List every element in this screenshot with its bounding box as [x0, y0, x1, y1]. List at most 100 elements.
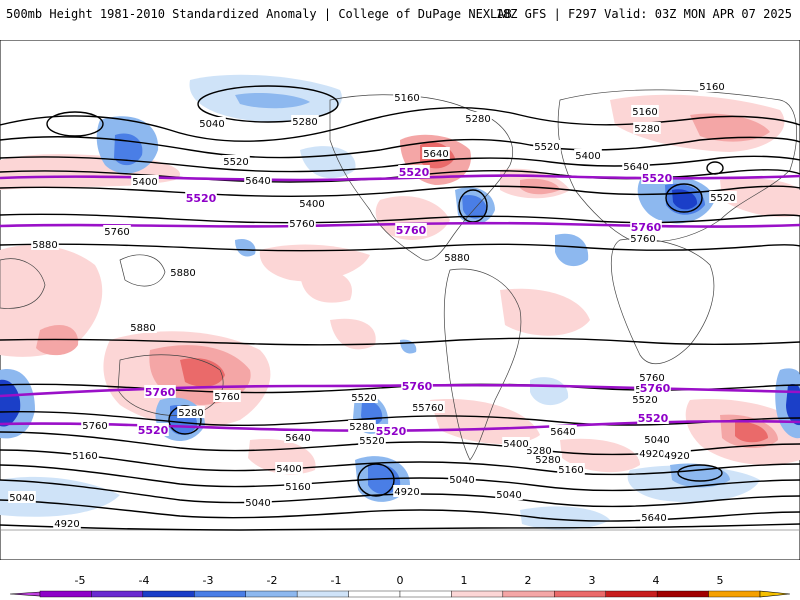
- contour-label: 5280: [465, 114, 490, 125]
- contour-label: 5760: [630, 234, 655, 245]
- reference-contour-label: 5520: [642, 172, 673, 185]
- closed-low-contour: [357, 463, 395, 497]
- contour-label: 5760: [104, 227, 129, 238]
- contour-label: 5640: [641, 513, 666, 524]
- colorbar-block: [91, 590, 144, 598]
- map-title: 500mb Height 1981-2010 Standardized Anom…: [6, 7, 512, 21]
- anomaly-positive-region: [330, 318, 376, 350]
- contour-label: 5520: [359, 436, 384, 447]
- anomaly-positive-region: [690, 113, 770, 142]
- colorbar-tick-label: 3: [589, 574, 596, 587]
- contour-label-bg: [129, 321, 157, 333]
- contour-label: 5280: [526, 446, 551, 457]
- continent-north-america: [329, 94, 513, 261]
- colorbar-ticks: -5 -4 -3 -2 -1 0 1 2 3 4 5: [75, 574, 724, 587]
- contour-label-bg: [622, 160, 650, 172]
- anomaly-negative-region: [235, 92, 310, 109]
- contour-label: 5760: [214, 392, 239, 403]
- colorbar-block: [554, 590, 606, 598]
- contour-label-bg: [177, 406, 205, 418]
- contour-label-bg: [663, 449, 691, 461]
- contour-label: 5160: [72, 451, 97, 462]
- reference-contour-label: 5520: [138, 424, 169, 437]
- contour-label: 5280: [349, 422, 374, 433]
- colorbar: -5 -4 -3 -2 -1 0 1 2 3 4 5: [9, 574, 791, 598]
- contour-label: 5640: [423, 149, 448, 160]
- contour-label-bg: [393, 485, 421, 497]
- contour-label-bg: [291, 115, 319, 127]
- contour-label: 5640: [550, 427, 575, 438]
- anomaly-positive-region: [430, 399, 540, 445]
- contour-5280-north: [0, 136, 800, 159]
- contour-label: 5640: [245, 176, 270, 187]
- contour-label: 5040: [245, 498, 270, 509]
- colorbar-blocks: [9, 590, 791, 598]
- colorbar-block: [39, 590, 92, 598]
- contour-label-bg: [244, 174, 272, 186]
- contour-label: 5520: [351, 393, 376, 404]
- contour-label: 5520: [223, 157, 248, 168]
- reference-contour-label: 5760: [145, 386, 176, 399]
- reference-label-bg: [137, 423, 169, 436]
- contour-label-bg: [448, 473, 476, 485]
- colorbar-min-arrow: [9, 591, 41, 597]
- colorbar-block: [296, 590, 349, 598]
- contour-label-bg: [31, 238, 59, 250]
- anomaly-negative-region: [235, 238, 256, 257]
- colorbar-block: [348, 590, 401, 598]
- contour-5640-north: [0, 185, 800, 198]
- contour-label-bg: [298, 197, 326, 209]
- colorbar-block: [708, 590, 761, 598]
- contour-label-bg: [393, 91, 421, 103]
- contour-label-bg: [275, 462, 303, 474]
- anomaly-negative-region: [670, 463, 730, 488]
- colorbar-block: [605, 590, 658, 598]
- contour-label: 5040: [449, 475, 474, 486]
- contour-label: 5400: [575, 151, 600, 162]
- reference-label-bg: [637, 411, 669, 424]
- contour-label: 5520: [534, 142, 559, 153]
- contour-label: 5520: [632, 395, 657, 406]
- contour-label-bg: [71, 449, 99, 461]
- contour-label-bg: [631, 393, 659, 405]
- contour-label-bg: [244, 496, 272, 508]
- continent-africa: [610, 238, 715, 364]
- contour-label: 5880: [444, 253, 469, 264]
- reference-contour-label: 5760: [640, 382, 671, 395]
- colorbar-tick-label: -3: [203, 574, 214, 587]
- anomaly-negative-region: [0, 379, 21, 427]
- contour-label: 5280: [178, 408, 203, 419]
- colorbar-block: [245, 590, 298, 598]
- model-run-info: 18Z GFS | F297 Valid: 03Z MON APR 07 202…: [495, 7, 792, 21]
- contour-label: 5160: [699, 82, 724, 93]
- reference-contour-label: 5760: [402, 380, 433, 393]
- reference-contour-label: 5520: [376, 425, 407, 438]
- contour-label: 5160: [558, 465, 583, 476]
- contour-5400-north: [0, 155, 800, 173]
- contour-label-bg: [502, 437, 530, 449]
- contour-5880-north: [0, 243, 800, 252]
- reference-label-bg: [395, 223, 427, 236]
- closed-low-contour: [197, 85, 339, 123]
- contour-5040-south: [0, 499, 800, 522]
- contour-label-bg: [222, 155, 250, 167]
- contour-label: 5760: [82, 421, 107, 432]
- anomaly-positive-region: [259, 244, 370, 282]
- contour-label: 5400: [503, 439, 528, 450]
- colorbar-block: [142, 590, 195, 598]
- colorbar-tick-label: 4: [653, 574, 660, 587]
- anomaly-positive-region: [300, 268, 352, 303]
- reference-label-bg: [185, 191, 217, 204]
- contour-label-bg: [443, 251, 471, 263]
- contour-label: 4920: [394, 487, 419, 498]
- anomaly-positive-region: [735, 421, 768, 443]
- contour-5520-south: [0, 431, 800, 456]
- contour-label-bg: [131, 175, 159, 187]
- contour-label: 4920: [54, 519, 79, 530]
- contour-label: 5880: [170, 268, 195, 279]
- contour-label-bg: [574, 149, 602, 161]
- contour-label: 5880: [32, 240, 57, 251]
- anomaly-positive-region: [180, 358, 225, 387]
